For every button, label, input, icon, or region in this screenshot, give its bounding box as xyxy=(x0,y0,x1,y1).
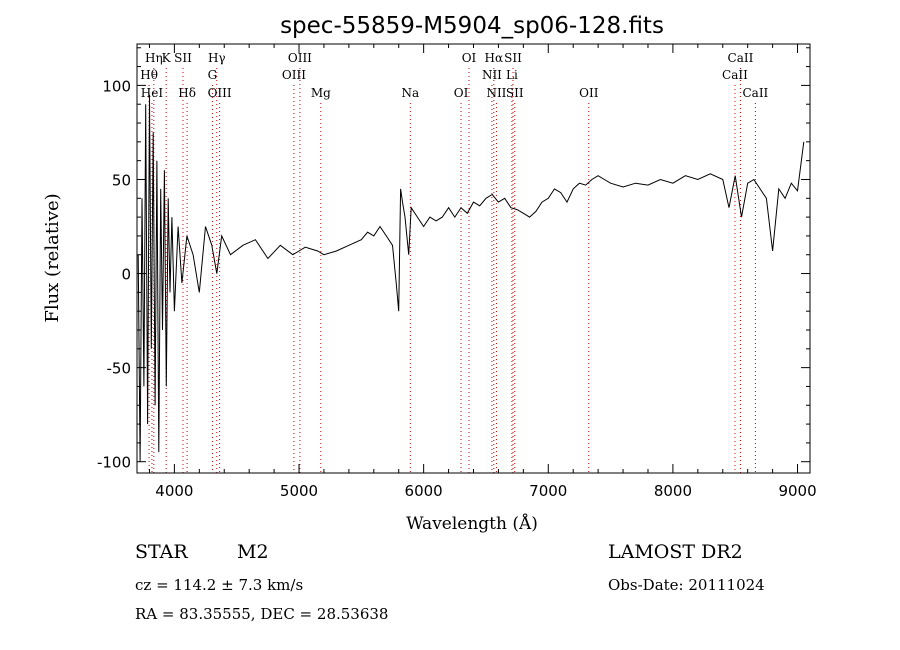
line-marker-label: K xyxy=(162,51,172,65)
x-tick-label: 6000 xyxy=(405,482,443,500)
velocity-readout: cz = 114.2 ± 7.3 km/s xyxy=(135,576,304,594)
object-class: STAR xyxy=(135,541,188,563)
line-marker-label: NII xyxy=(482,68,502,82)
y-axis-label: Flux (relative) xyxy=(42,193,63,322)
line-marker-label: Hγ xyxy=(208,51,226,65)
line-marker-label: Hθ xyxy=(140,68,158,82)
line-marker-label: OI xyxy=(454,86,469,100)
plot-frame xyxy=(136,43,811,474)
line-marker-label: Li xyxy=(506,68,518,82)
x-axis-label: Wavelength (Å) xyxy=(406,513,538,534)
x-tick-label: 5000 xyxy=(280,482,318,500)
line-marker-label: HeI xyxy=(141,86,164,100)
chart-title: spec-55859-M5904_sp06-128.fits xyxy=(280,13,664,39)
line-marker-label: SII xyxy=(174,51,192,65)
x-tick-label: 7000 xyxy=(529,482,567,500)
line-marker-label: Hδ xyxy=(178,86,196,100)
x-tick-label: 8000 xyxy=(654,482,692,500)
y-tick-label: -50 xyxy=(107,360,132,378)
line-marker-label: Na xyxy=(401,86,419,100)
line-marker-label: Hη xyxy=(145,51,163,65)
y-tick-label: -100 xyxy=(97,454,131,472)
object-subclass: M2 xyxy=(237,541,269,563)
spectrum-line xyxy=(137,94,805,462)
line-marker-label: OIII xyxy=(282,68,306,82)
y-tick-label: 100 xyxy=(102,77,131,95)
y-tick-label: 50 xyxy=(112,171,131,189)
y-tick-label: 0 xyxy=(121,266,131,284)
line-marker-label: Mg xyxy=(311,86,331,100)
x-tick-label: 9000 xyxy=(778,482,816,500)
coordinates: RA = 83.35555, DEC = 28.53638 xyxy=(135,605,389,623)
line-marker-label: Hα xyxy=(485,51,504,65)
line-marker-label: CaII xyxy=(722,68,748,82)
line-marker-label: OIII xyxy=(288,51,312,65)
line-marker-label: CaII xyxy=(728,51,754,65)
obs-date: Obs-Date: 20111024 xyxy=(608,576,765,594)
line-marker-label: OIII xyxy=(208,86,232,100)
line-marker-label: NII xyxy=(486,86,506,100)
line-marker-label: OI xyxy=(462,51,477,65)
line-marker-label: G xyxy=(208,68,218,82)
axes: 4000 5000 6000 7000 8000 9000 -100 -50 0 50 100 xyxy=(97,44,817,500)
line-marker-label: CaII xyxy=(742,86,768,100)
x-tick-label: 4000 xyxy=(155,482,193,500)
line-marker-label: OII xyxy=(579,86,599,100)
survey-name: LAMOST DR2 xyxy=(608,541,743,563)
spectrum-series xyxy=(137,94,805,462)
line-marker-label: SII xyxy=(504,51,522,65)
line-marker-label: SII xyxy=(506,86,524,100)
